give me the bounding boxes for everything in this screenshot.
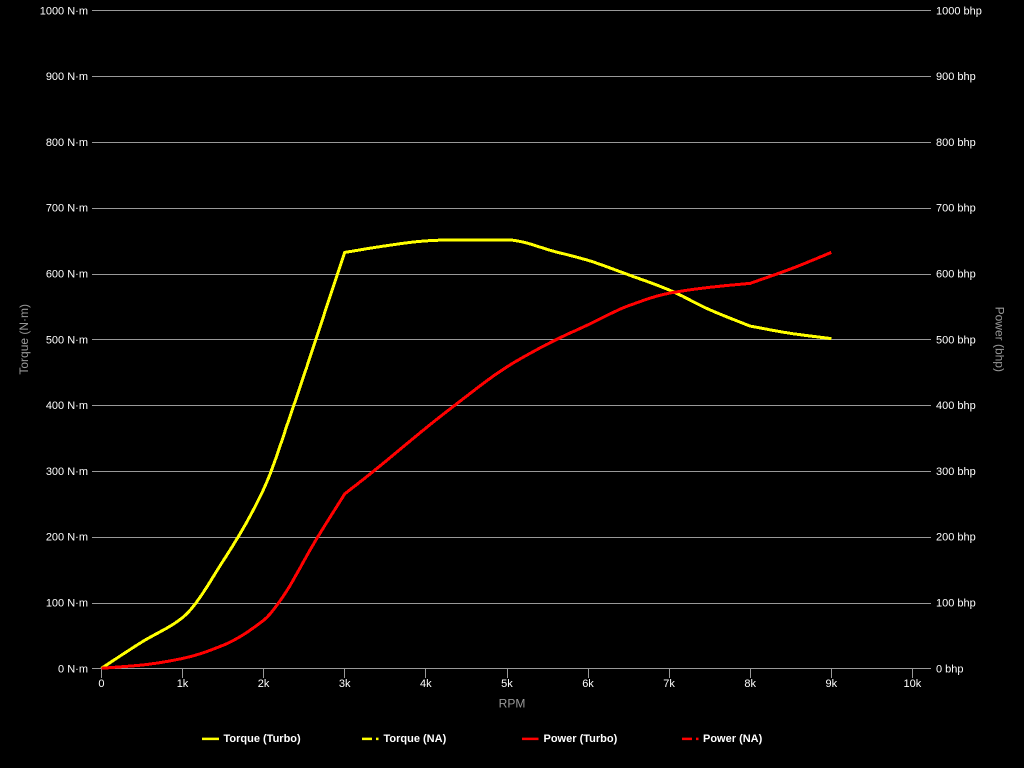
svg-text:900 N·m: 900 N·m [46, 71, 88, 83]
svg-text:Torque (NA): Torque (NA) [384, 733, 447, 745]
svg-text:Torque (Turbo): Torque (Turbo) [224, 733, 302, 745]
svg-text:200 bhp: 200 bhp [936, 532, 976, 544]
svg-text:1k: 1k [177, 678, 189, 690]
svg-text:Torque (N·m): Torque (N·m) [17, 304, 31, 375]
svg-text:300 N·m: 300 N·m [46, 466, 88, 478]
svg-text:400 N·m: 400 N·m [46, 400, 88, 412]
svg-text:Power (Turbo): Power (Turbo) [544, 733, 618, 745]
svg-text:900 bhp: 900 bhp [936, 71, 976, 83]
svg-text:500 N·m: 500 N·m [46, 334, 88, 346]
svg-text:2k: 2k [258, 678, 270, 690]
svg-text:100 N·m: 100 N·m [46, 598, 88, 610]
svg-text:5k: 5k [501, 678, 513, 690]
svg-text:700 bhp: 700 bhp [936, 203, 976, 215]
svg-text:0 bhp: 0 bhp [936, 663, 964, 675]
svg-text:600 bhp: 600 bhp [936, 269, 976, 281]
svg-text:600 N·m: 600 N·m [46, 269, 88, 281]
svg-text:Power (NA): Power (NA) [703, 733, 763, 745]
svg-text:8k: 8k [744, 678, 756, 690]
svg-text:6k: 6k [582, 678, 594, 690]
svg-text:500 bhp: 500 bhp [936, 334, 976, 346]
svg-text:700 N·m: 700 N·m [46, 203, 88, 215]
svg-text:100 bhp: 100 bhp [936, 598, 976, 610]
svg-text:200 N·m: 200 N·m [46, 532, 88, 544]
svg-text:1000 bhp: 1000 bhp [936, 5, 982, 17]
svg-text:RPM: RPM [499, 697, 526, 711]
svg-text:10k: 10k [904, 678, 922, 690]
svg-text:0 N·m: 0 N·m [58, 663, 88, 675]
svg-text:800 bhp: 800 bhp [936, 137, 976, 149]
svg-text:9k: 9k [825, 678, 837, 690]
svg-text:1000 N·m: 1000 N·m [40, 5, 88, 17]
svg-text:400 bhp: 400 bhp [936, 400, 976, 412]
svg-text:7k: 7k [663, 678, 675, 690]
svg-text:4k: 4k [420, 678, 432, 690]
svg-text:800 N·m: 800 N·m [46, 137, 88, 149]
svg-text:Power (bhp): Power (bhp) [992, 307, 1006, 372]
svg-text:0: 0 [98, 678, 104, 690]
svg-text:3k: 3k [339, 678, 351, 690]
svg-text:300 bhp: 300 bhp [936, 466, 976, 478]
